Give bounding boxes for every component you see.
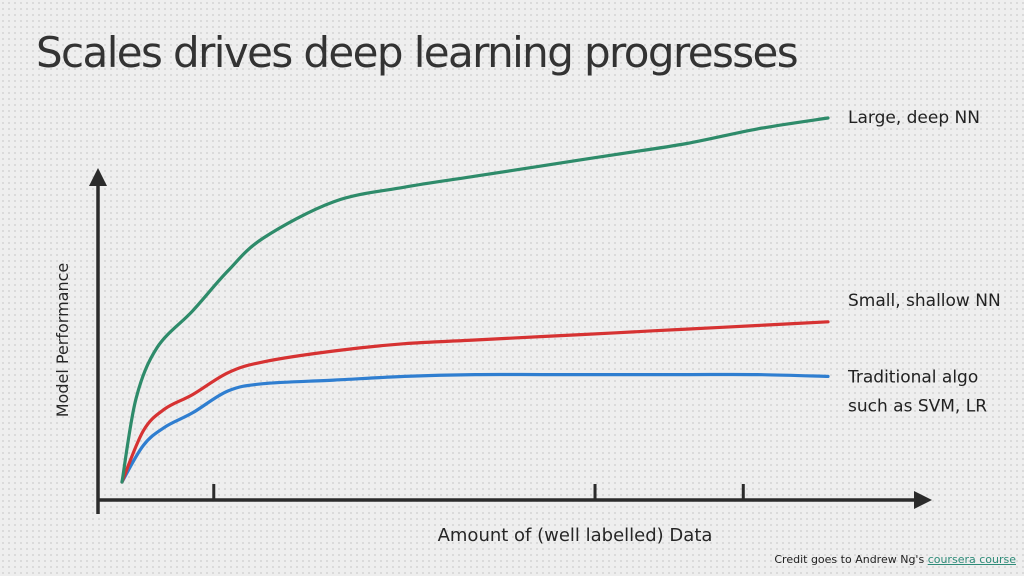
credit-note: Credit goes to Andrew Ng's coursera cour… [774,553,1016,566]
series-lines [120,116,830,484]
series-line-large-deep-nn [120,116,830,484]
y-axis-label: Model Performance [53,263,72,418]
x-axis-arrow [914,491,932,509]
series-label-traditional-algo: Traditional algo such as SVM, LR [847,367,987,416]
x-axis-ticks [212,484,745,500]
series-line-small-shallow-nn [120,320,830,484]
series-line-traditional-algo [120,372,830,484]
series-labels: Large, deep NN Small, shallow NN Tradition… [847,108,1001,416]
y-axis-arrow [89,168,107,186]
coursera-course-link[interactable]: coursera course [927,553,1016,566]
x-axis-label: Amount of (well labelled) Data [438,525,713,546]
credit-text: Credit goes to Andrew Ng's [774,553,925,566]
series-label-large-deep-nn: Large, deep NN [848,108,980,128]
page-title: Scales drives deep learning progresses [36,28,799,77]
chart-axes [89,168,932,514]
series-label-small-shallow-nn: Small, shallow NN [848,291,1001,311]
